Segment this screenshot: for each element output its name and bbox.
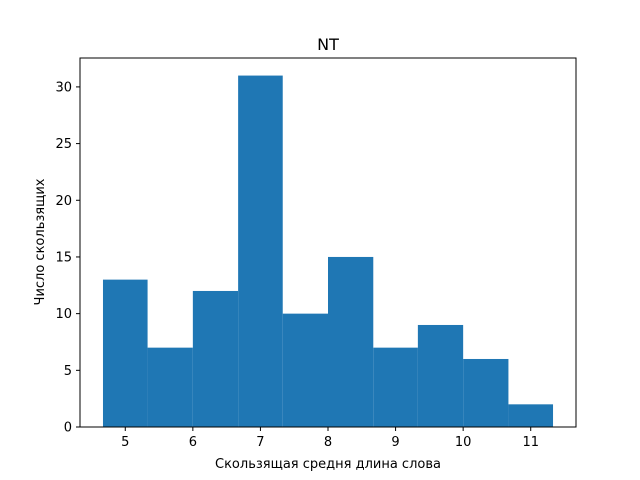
- y-tick-label-1: 5: [64, 364, 72, 379]
- bars-group: [102, 75, 554, 427]
- chart-title: NT: [317, 35, 339, 54]
- histogram-bar-0: [102, 279, 148, 427]
- y-tick-label-4: 20: [55, 194, 72, 209]
- histogram-bar-3: [238, 75, 283, 427]
- x-tick-label-5: 10: [455, 435, 472, 450]
- x-tick-label-2: 7: [256, 435, 264, 450]
- y-tick-label-3: 15: [55, 250, 72, 265]
- y-tick-label-2: 10: [55, 307, 72, 322]
- histogram-bar-1: [147, 347, 193, 427]
- y-tick-label-0: 0: [64, 421, 72, 436]
- histogram-bar-9: [508, 404, 554, 427]
- x-ticks-group: 5 6 7 8 9 10 11: [121, 427, 539, 450]
- histogram-bar-8: [463, 358, 509, 427]
- y-tick-label-6: 30: [55, 80, 72, 95]
- y-ticks-group: 0 5 10 15 20 25 30: [55, 80, 80, 436]
- x-tick-label-0: 5: [121, 435, 129, 450]
- x-tick-label-3: 8: [324, 435, 332, 450]
- histogram-bar-6: [373, 347, 418, 427]
- histogram-bar-2: [192, 290, 239, 427]
- y-tick-label-5: 25: [55, 137, 72, 152]
- x-axis-label: Скользящая средня длина слова: [215, 457, 441, 472]
- histogram-bar-5: [328, 256, 374, 427]
- x-tick-label-6: 11: [522, 435, 539, 450]
- histogram-bar-7: [417, 324, 464, 427]
- x-tick-label-1: 6: [189, 435, 197, 450]
- x-tick-label-4: 9: [391, 435, 399, 450]
- histogram-bar-4: [282, 313, 328, 427]
- y-axis-label: Число скользящих: [33, 178, 48, 305]
